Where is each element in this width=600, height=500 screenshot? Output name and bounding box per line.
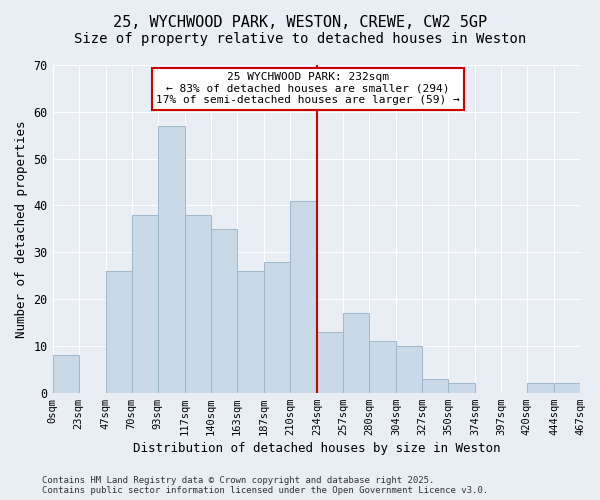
Bar bbox=[369, 341, 396, 392]
Bar bbox=[290, 201, 317, 392]
Bar bbox=[132, 215, 158, 392]
Bar bbox=[554, 384, 580, 392]
Bar bbox=[264, 262, 290, 392]
Bar bbox=[422, 378, 448, 392]
Bar bbox=[185, 215, 211, 392]
Bar bbox=[396, 346, 422, 393]
Y-axis label: Number of detached properties: Number of detached properties bbox=[15, 120, 28, 338]
Text: 25, WYCHWOOD PARK, WESTON, CREWE, CW2 5GP: 25, WYCHWOOD PARK, WESTON, CREWE, CW2 5G… bbox=[113, 15, 487, 30]
Bar bbox=[527, 384, 554, 392]
Text: Size of property relative to detached houses in Weston: Size of property relative to detached ho… bbox=[74, 32, 526, 46]
Bar bbox=[158, 126, 185, 392]
Bar bbox=[343, 313, 369, 392]
Bar bbox=[211, 229, 237, 392]
Text: Contains HM Land Registry data © Crown copyright and database right 2025.
Contai: Contains HM Land Registry data © Crown c… bbox=[42, 476, 488, 495]
Bar bbox=[106, 271, 132, 392]
Bar bbox=[448, 384, 475, 392]
Bar bbox=[53, 355, 79, 393]
Bar bbox=[237, 271, 264, 392]
Bar bbox=[317, 332, 343, 392]
X-axis label: Distribution of detached houses by size in Weston: Distribution of detached houses by size … bbox=[133, 442, 500, 455]
Text: 25 WYCHWOOD PARK: 232sqm
← 83% of detached houses are smaller (294)
17% of semi-: 25 WYCHWOOD PARK: 232sqm ← 83% of detach… bbox=[156, 72, 460, 105]
